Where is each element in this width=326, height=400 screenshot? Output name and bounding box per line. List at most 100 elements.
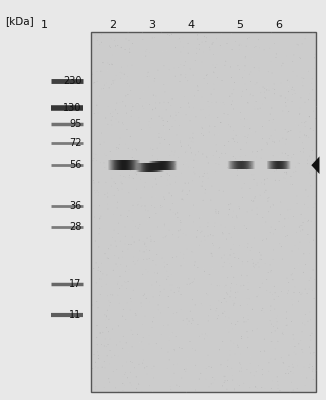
- Point: [209, 183, 215, 189]
- Point: [250, 55, 255, 62]
- Point: [225, 377, 230, 384]
- Bar: [111, 160, 112, 170]
- Point: [225, 111, 230, 118]
- Point: [177, 233, 182, 240]
- Point: [307, 277, 312, 284]
- Point: [176, 228, 182, 234]
- Point: [233, 289, 238, 296]
- Point: [99, 39, 104, 46]
- Point: [214, 99, 219, 105]
- Point: [199, 183, 204, 189]
- Point: [156, 134, 162, 140]
- Point: [172, 348, 177, 354]
- Point: [131, 254, 136, 260]
- Point: [181, 34, 186, 41]
- Point: [124, 36, 129, 42]
- Point: [116, 119, 121, 125]
- Point: [210, 40, 215, 46]
- Point: [142, 184, 147, 190]
- Point: [218, 99, 223, 106]
- Point: [171, 152, 177, 158]
- Point: [283, 175, 288, 182]
- Point: [230, 377, 235, 383]
- Point: [270, 291, 275, 298]
- Point: [213, 316, 218, 322]
- Point: [191, 278, 196, 285]
- Point: [284, 169, 289, 176]
- Point: [274, 54, 279, 61]
- Point: [258, 348, 263, 355]
- Point: [299, 346, 304, 353]
- Bar: [115, 160, 116, 170]
- Point: [153, 176, 158, 182]
- Point: [236, 255, 241, 262]
- Point: [285, 207, 290, 213]
- Point: [214, 36, 219, 42]
- Point: [245, 100, 250, 106]
- Point: [299, 75, 304, 81]
- Bar: [136, 160, 137, 170]
- Point: [205, 98, 211, 105]
- Point: [147, 255, 152, 262]
- Point: [297, 160, 302, 167]
- Bar: [110, 160, 111, 170]
- Point: [173, 179, 178, 185]
- Point: [212, 100, 217, 106]
- Point: [105, 341, 111, 348]
- Point: [240, 75, 245, 81]
- Point: [273, 31, 278, 37]
- Point: [171, 346, 177, 352]
- Point: [181, 230, 186, 237]
- Point: [278, 93, 283, 99]
- Point: [237, 382, 242, 389]
- Point: [168, 113, 173, 119]
- Point: [142, 309, 148, 316]
- Point: [185, 40, 191, 46]
- Point: [273, 290, 278, 296]
- Point: [228, 252, 233, 258]
- Point: [115, 110, 120, 117]
- Point: [284, 65, 289, 72]
- Point: [216, 384, 222, 391]
- Point: [118, 262, 123, 268]
- Point: [193, 347, 198, 353]
- Point: [229, 102, 234, 108]
- Point: [255, 260, 260, 266]
- Point: [290, 42, 296, 48]
- Point: [113, 116, 119, 122]
- Point: [195, 194, 200, 200]
- Point: [288, 181, 293, 188]
- Point: [225, 36, 230, 42]
- Point: [199, 124, 204, 130]
- Point: [298, 291, 304, 298]
- Point: [169, 44, 174, 50]
- Point: [165, 31, 170, 38]
- Point: [245, 58, 250, 64]
- Point: [147, 247, 152, 254]
- Point: [119, 64, 124, 70]
- Point: [135, 258, 140, 264]
- Point: [125, 80, 130, 87]
- Point: [174, 283, 179, 290]
- Point: [117, 273, 123, 280]
- Point: [112, 192, 117, 198]
- Point: [181, 317, 186, 324]
- Point: [176, 64, 181, 70]
- Point: [95, 365, 100, 371]
- Point: [123, 316, 128, 323]
- Point: [228, 50, 233, 56]
- Point: [228, 347, 233, 354]
- Point: [96, 231, 102, 237]
- Point: [235, 62, 241, 69]
- Point: [170, 310, 176, 317]
- Point: [311, 158, 316, 164]
- Point: [219, 30, 224, 36]
- Point: [200, 295, 206, 302]
- Point: [165, 118, 170, 125]
- Point: [118, 69, 123, 76]
- Point: [222, 142, 227, 148]
- Point: [187, 188, 192, 194]
- Point: [129, 178, 135, 184]
- Point: [141, 302, 146, 308]
- Point: [139, 300, 144, 306]
